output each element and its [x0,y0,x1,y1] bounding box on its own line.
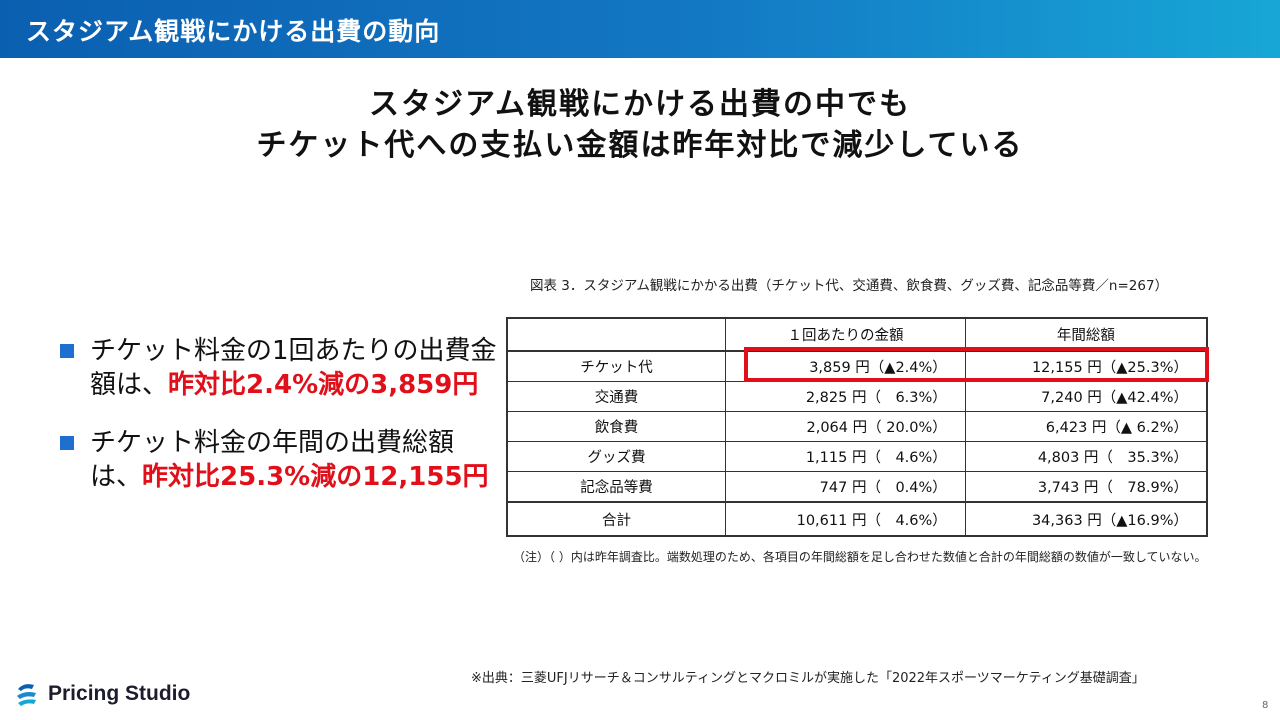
bullet-item: チケット料金の1回あたりの出費金額は、昨対比2.4%減の3,859円 [60,334,500,402]
ticket-row-highlight-box [744,347,1209,382]
table-row: 飲食費 2,064 円（ 20.0%） 6,423 円（▲ 6.2%） [506,411,1208,442]
per-visit-cell: 3,859 円（▲2.4%） [725,350,966,382]
square-bullet-icon [60,344,74,358]
annual-cell: 12,155 円（▲25.3%） [964,350,1208,382]
bullet-highlight: 昨対比25.3%減の12,155円 [142,462,489,492]
column-header [506,317,727,352]
total-label: 合計 [506,501,727,537]
row-item: 交通費 [506,381,727,412]
row-item: 記念品等費 [506,471,727,503]
column-header: １回あたりの金額 [725,317,966,352]
headline-line-1: スタジアム観戦にかける出費の中でも [369,87,911,122]
bullet-item: チケット料金の年間の出費総額は、昨対比25.3%減の12,155円 [60,426,500,494]
table-total-row: 合計 10,611 円（ 4.6%） 34,363 円（▲16.9%） [506,501,1208,537]
row-item: グッズ費 [506,441,727,472]
annual-cell: 4,803 円（ 35.3%） [964,441,1208,472]
expense-table: １回あたりの金額 年間総額 チケット代 3,859 円（▲2.4%） 12,15… [506,317,1208,537]
annual-cell: 3,743 円（ 78.9%） [964,471,1208,503]
total-per-visit-cell: 10,611 円（ 4.6%） [725,501,966,537]
row-item: チケット代 [506,350,727,382]
bullet-text: チケット料金の年間の出費総額は、 [90,428,455,492]
slide-title: スタジアム観戦にかける出費の動向 [26,17,441,46]
brand-logo: Pricing Studio [14,681,214,707]
per-visit-cell: 2,825 円（ 6.3%） [725,381,966,412]
header-bar: スタジアム観戦にかける出費の動向 [0,0,1280,58]
bullet-text: チケット料金の1回あたりの出費金額は、 [90,336,497,400]
logo-text: Pricing Studio [48,682,191,705]
headline: スタジアム観戦にかける出費の中でも チケット代への支払い金額は昨年対比で減少して… [0,84,1280,166]
headline-line-2: チケット代への支払い金額は昨年対比で減少している [256,128,1024,163]
table-row: 交通費 2,825 円（ 6.3%） 7,240 円（▲42.4%） [506,381,1208,412]
row-item: 飲食費 [506,411,727,442]
page-number: 8 [1262,700,1269,711]
annual-cell: 6,423 円（▲ 6.2%） [964,411,1208,442]
per-visit-cell: 747 円（ 0.4%） [725,471,966,503]
bullet-highlight: 昨対比2.4%減の3,859円 [168,370,479,400]
table-row: 記念品等費 747 円（ 0.4%） 3,743 円（ 78.9%） [506,471,1208,503]
total-annual-cell: 34,363 円（▲16.9%） [964,501,1208,537]
table-row: グッズ費 1,115 円（ 4.6%） 4,803 円（ 35.3%） [506,441,1208,472]
square-bullet-icon [60,436,74,450]
table-note: （注）（ ）内は昨年調査比。端数処理のため、各項目の年間総額を足し合わせた数値と… [513,550,1207,564]
figure-caption: 図表 3．スタジアム観戦にかかる出費（チケット代、交通費、飲食費、グッズ費、記念… [530,278,1169,294]
pricing-studio-logo-icon [17,684,36,706]
bullet-list: チケット料金の1回あたりの出費金額は、昨対比2.4%減の3,859円 チケット料… [60,334,500,518]
annual-cell: 7,240 円（▲42.4%） [964,381,1208,412]
per-visit-cell: 1,115 円（ 4.6%） [725,441,966,472]
per-visit-cell: 2,064 円（ 20.0%） [725,411,966,442]
source-citation: ※出典：三菱UFJリサーチ＆コンサルティングとマクロミルが実施した「2022年ス… [471,671,1145,686]
